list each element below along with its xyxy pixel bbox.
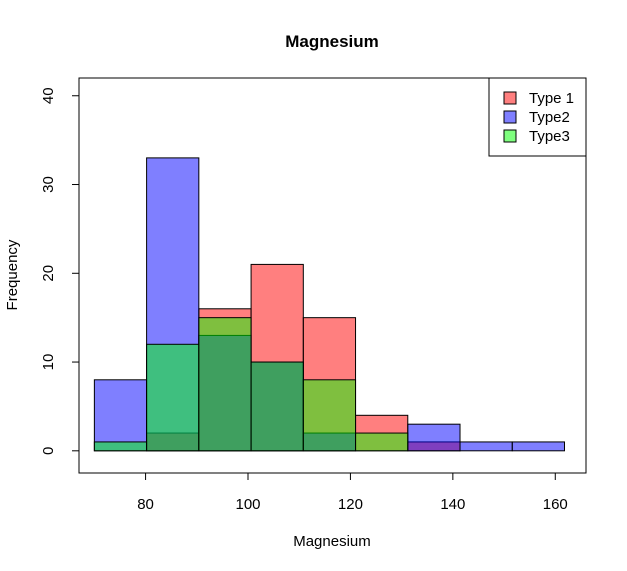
y-tick-label: 30 [40, 176, 57, 193]
y-tick-label: 40 [40, 87, 57, 104]
bar-type2-bin-8 [511, 441, 565, 452]
y-axis: 0 10 20 30 40 [40, 87, 80, 455]
y-tick-label: 20 [40, 265, 57, 282]
bars-layer [93, 157, 565, 452]
y-tick-label: 10 [40, 354, 57, 371]
legend-swatch-type2 [503, 110, 517, 124]
bar-type3-bin-4 [302, 379, 357, 452]
chart-title: Magnesium [285, 32, 379, 51]
x-axis-label: Magnesium [293, 533, 371, 550]
x-axis: 80 100 120 140 160 [137, 472, 568, 513]
bar-type2-bin-7 [459, 441, 513, 452]
y-axis-label: Frequency [4, 239, 21, 310]
y-tick-label: 0 [40, 447, 57, 455]
bar-type2-bin-0 [93, 379, 148, 452]
legend-label-type3: Type3 [529, 128, 570, 145]
bar-type3-bin-2 [198, 317, 252, 452]
x-tick-label: 160 [543, 496, 568, 513]
x-tick-label: 100 [235, 496, 260, 513]
legend-swatch-type1 [503, 91, 517, 105]
bar-type3-bin-1 [146, 343, 200, 452]
legend-label-type2: Type2 [529, 109, 570, 126]
bar-type3-bin-3 [250, 361, 304, 452]
x-tick-label: 140 [440, 496, 465, 513]
x-tick-label: 80 [137, 496, 154, 513]
legend-swatch-type3 [503, 129, 517, 143]
legend: Type 1 Type2 Type3 [488, 77, 587, 157]
bar-type2-bin-6 [407, 423, 461, 452]
legend-label-type1: Type 1 [529, 90, 574, 107]
bar-type3-bin-5 [355, 432, 409, 452]
x-tick-label: 120 [338, 496, 363, 513]
bar-type3-bin-0 [93, 441, 148, 452]
